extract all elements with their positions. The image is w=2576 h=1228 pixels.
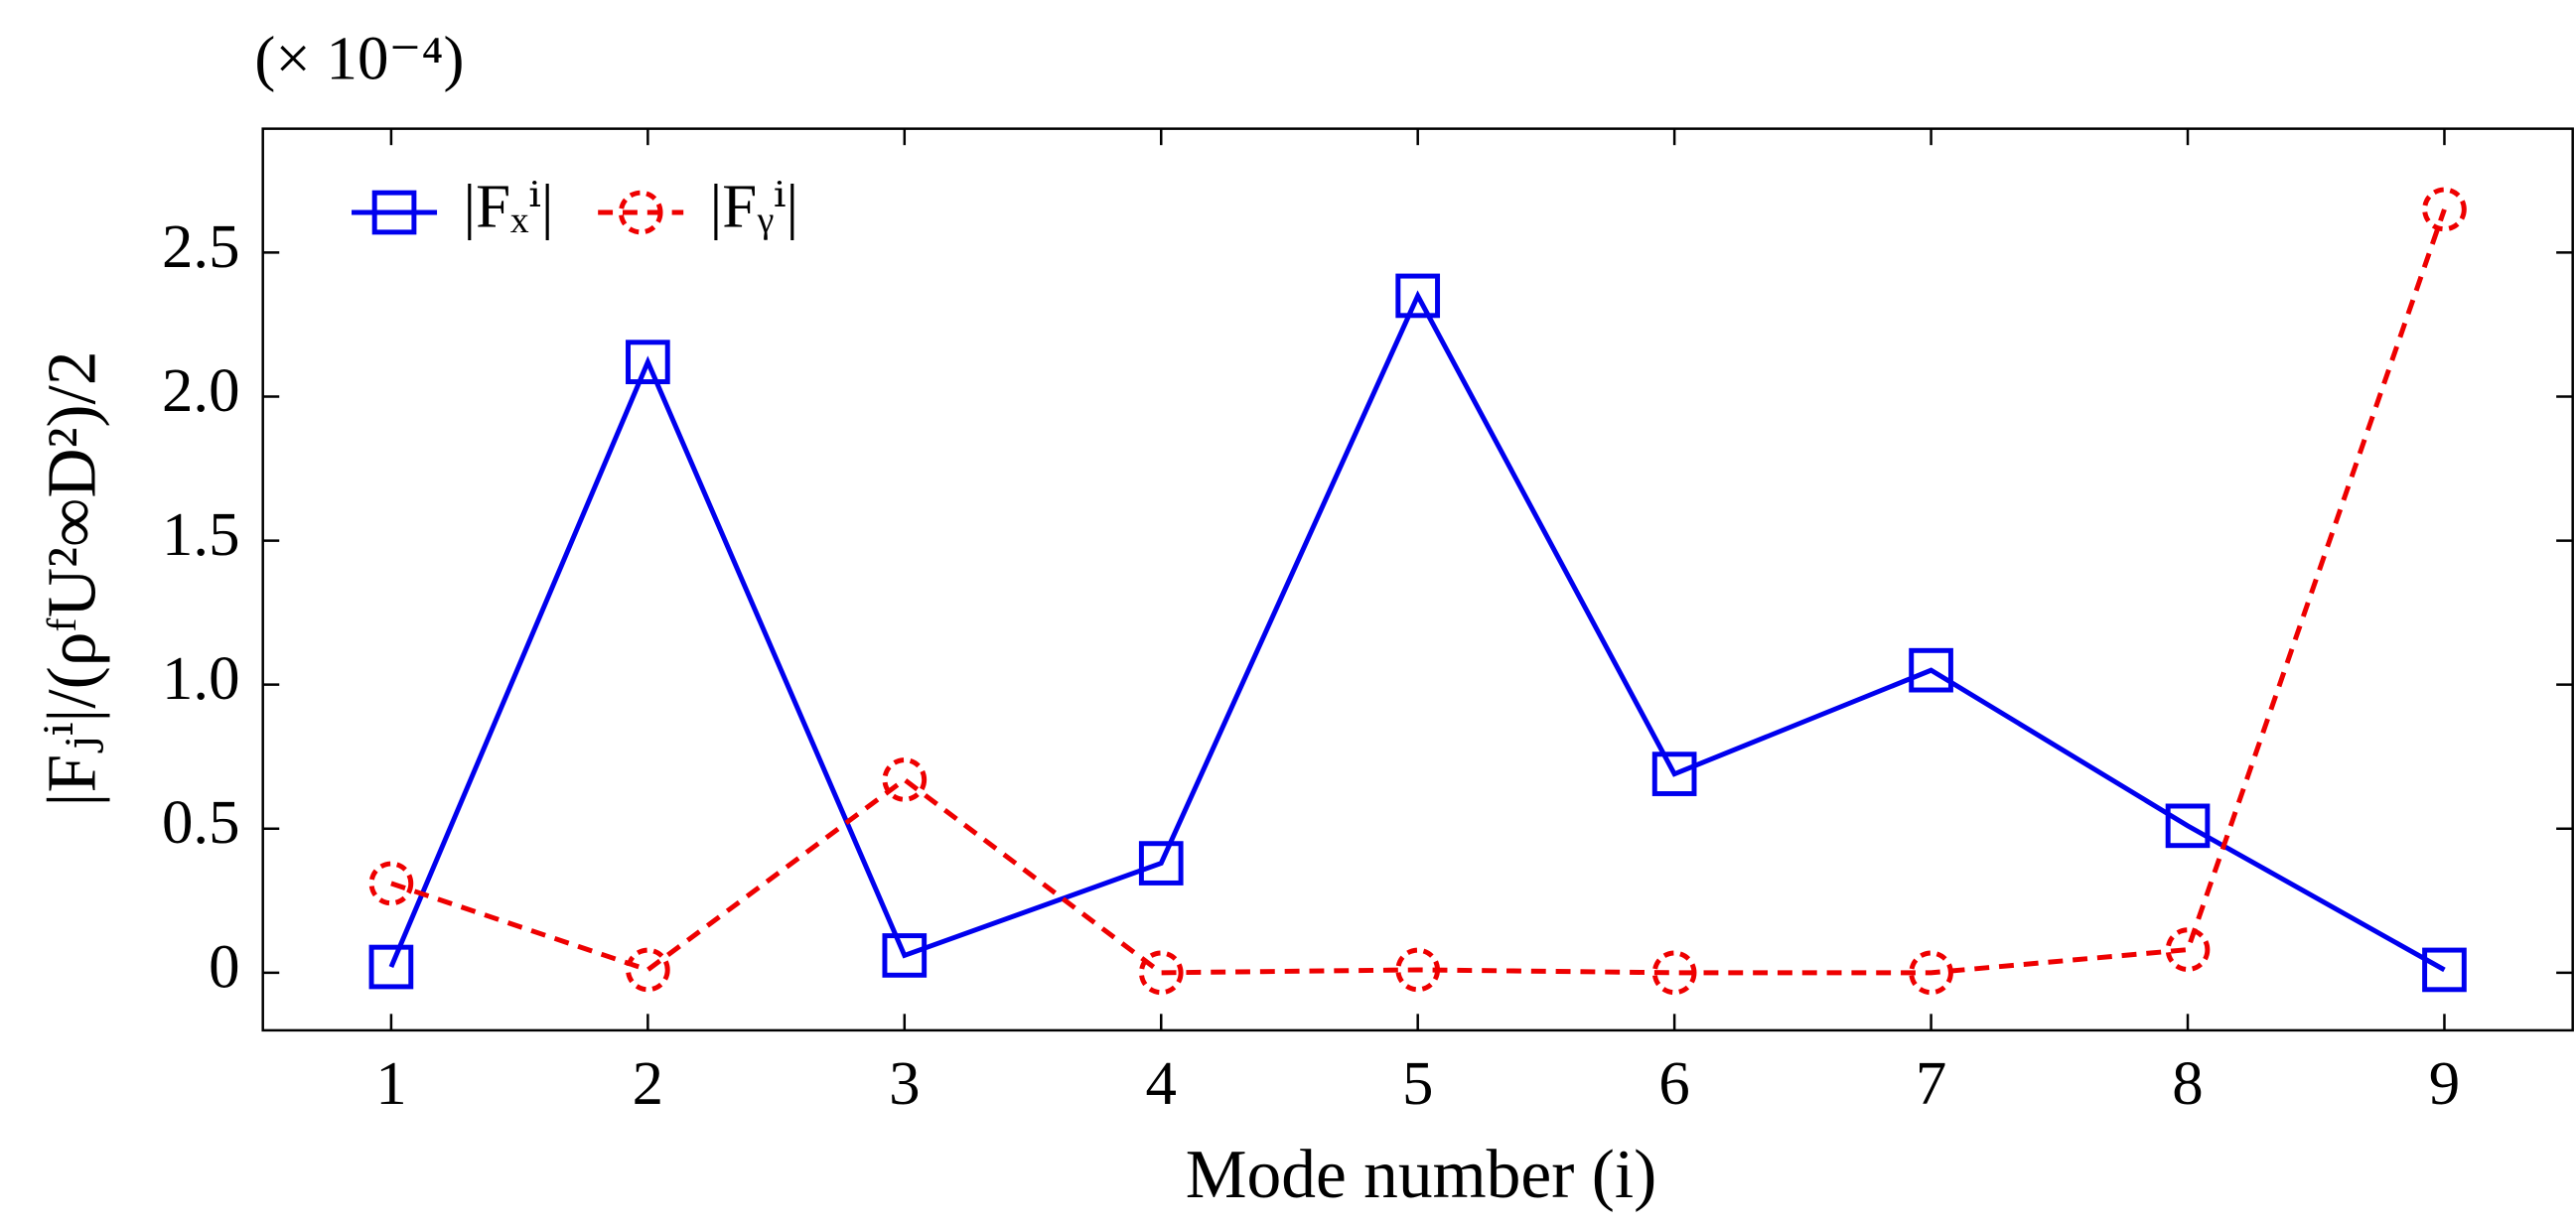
x-tick-label: 2 — [633, 1048, 663, 1118]
x-tick-label: 8 — [2172, 1048, 2203, 1118]
marker — [2422, 187, 2467, 232]
plot-frame — [261, 127, 2574, 1032]
marker — [882, 933, 928, 978]
x-tick-label: 4 — [1146, 1048, 1177, 1118]
x-tick-label: 3 — [889, 1048, 920, 1118]
marker — [1395, 273, 1441, 319]
y-tick-label: 1.0 — [162, 643, 240, 713]
legend-marker — [618, 190, 663, 235]
x-tick-label: 7 — [1916, 1048, 1946, 1118]
marker — [368, 944, 414, 990]
legend-label: |Fᵧⁱ| — [710, 171, 798, 240]
y-tick-label: 0.5 — [162, 787, 240, 857]
y-tick-label: 1.5 — [162, 499, 240, 569]
marker — [1909, 647, 1953, 693]
marker — [1651, 950, 1697, 996]
x-axis-label: Mode number (i) — [1186, 1137, 1657, 1213]
marker — [626, 947, 670, 993]
legend-label: |Fₓⁱ| — [464, 171, 554, 240]
x-tick-label: 9 — [2429, 1048, 2460, 1118]
annotation: (× 10⁻⁴) — [254, 24, 464, 93]
marker — [882, 757, 928, 802]
marker — [2422, 947, 2467, 993]
legend-marker — [371, 190, 417, 235]
marker — [1138, 950, 1184, 996]
marker — [2165, 803, 2211, 849]
series-line — [388, 290, 2446, 973]
marker — [368, 861, 414, 906]
x-tick-label: 6 — [1658, 1048, 1689, 1118]
marker — [2165, 927, 2211, 972]
x-tick-label: 1 — [375, 1048, 406, 1118]
y-axis-label: |Fⱼⁱ|/(ρᶠU²∞D²)/2 — [34, 350, 110, 806]
y-tick-label: 2.5 — [162, 211, 240, 281]
marker — [1651, 751, 1697, 796]
y-tick-label: 2.0 — [162, 355, 240, 425]
series-line — [390, 208, 2447, 976]
marker — [1138, 841, 1184, 886]
marker — [626, 340, 670, 385]
marker — [1395, 947, 1441, 993]
y-tick-label: 0 — [209, 931, 239, 1001]
marker — [1909, 950, 1953, 996]
x-tick-label: 5 — [1402, 1048, 1433, 1118]
